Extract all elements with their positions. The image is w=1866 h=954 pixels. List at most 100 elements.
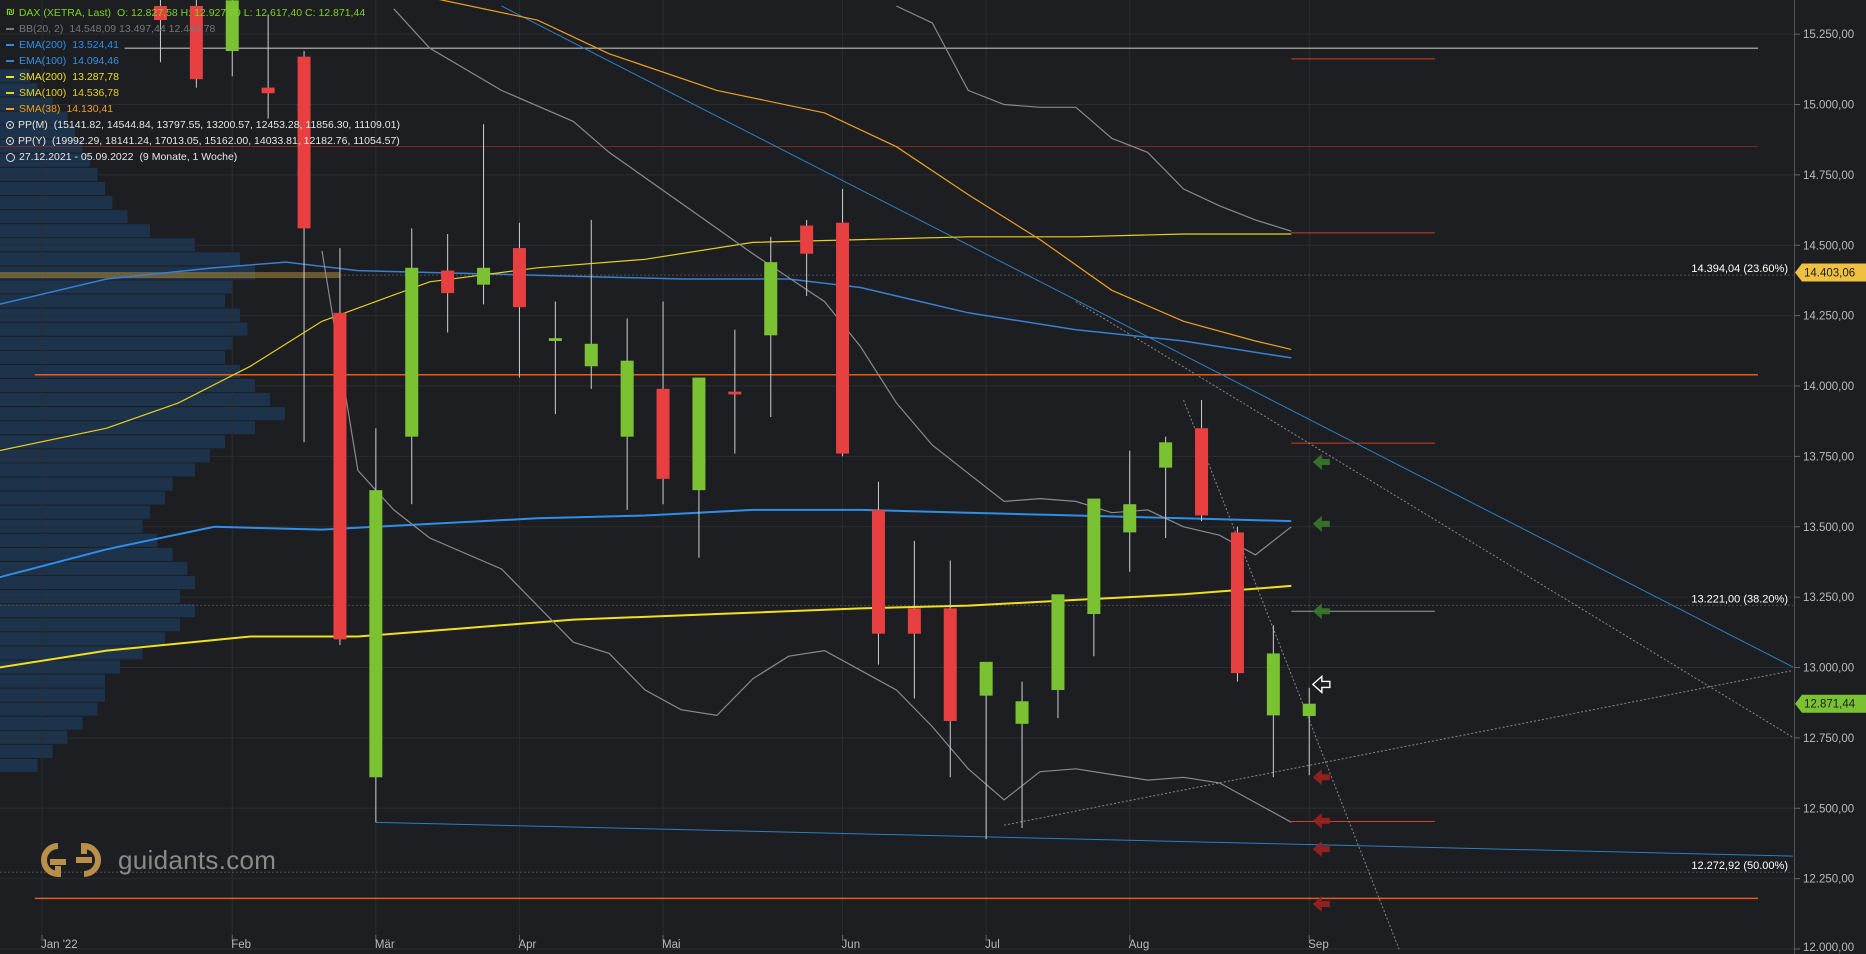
y-tick-label: 15.000,00 [1803, 100, 1854, 112]
legend-row-dax[interactable]: ₪ DAX (XETRA, Last) O: 12.827,58 H: 12.9… [6, 5, 400, 21]
legend-row-sma38[interactable]: SMA(38) 14.130,41 [6, 101, 400, 117]
legend-values: 14.536,78 [72, 87, 119, 99]
guidants-logo[interactable]: guidants.com [36, 840, 276, 880]
trendline [1004, 670, 1794, 826]
candle-body [261, 87, 275, 94]
legend-row-ema100[interactable]: EMA(100) 14.094,46 [6, 53, 400, 69]
candle-body [405, 267, 419, 437]
candle-body [1051, 594, 1065, 691]
volume-bar [0, 153, 90, 167]
legend-row-ppy[interactable]: PP(Y) (19992.29, 18141.24, 17013.05, 151… [6, 133, 400, 149]
legend-name: EMA(200) [19, 39, 67, 51]
legend-name: EMA(100) [19, 55, 67, 67]
volume-bar [0, 674, 105, 688]
legend-row-sma100[interactable]: SMA(100) 14.536,78 [6, 85, 400, 101]
legend-row-ema200[interactable]: EMA(200) 13.524,41 [6, 37, 400, 53]
pivot-levels [0, 47, 1793, 900]
fib-level-label: 12.272,92 (50.00%) [1691, 860, 1788, 872]
price-axis[interactable]: 12.000,00 12.250,00 12.500,00 12.750,00 13.0… [1794, 0, 1866, 954]
volume-bar [0, 224, 150, 238]
signal-arrow-icon[interactable] [1311, 674, 1331, 694]
signal-arrow-icon[interactable] [1312, 603, 1330, 620]
legend-values: 14.548,09 13.497,44 12.446,78 [69, 23, 216, 35]
candle-body [189, 5, 203, 80]
candle-body [1015, 701, 1029, 724]
x-tick-label: Aug [1129, 939, 1149, 951]
candle-body [512, 248, 526, 308]
x-tick-label: Sep [1308, 939, 1328, 951]
legend-name: SMA(100) [19, 87, 67, 99]
volume-bar [0, 280, 233, 294]
trendline [375, 821, 1794, 857]
signal-arrow-icon[interactable] [1312, 812, 1330, 829]
guidants-logo-icon [41, 842, 101, 878]
legend-row-ppm[interactable]: PP(M) (15141.82, 14544.84, 13797.55, 132… [6, 117, 400, 133]
candle-body [369, 490, 383, 778]
candle-body [548, 338, 562, 341]
volume-bar [0, 533, 158, 547]
y-tick-label: 13.250,00 [1803, 592, 1854, 604]
legend-row-range[interactable]: 27.12.2021 - 05.09.2022 (9 Monate, 1 Woc… [6, 149, 400, 165]
legend-name: BB(20, 2) [19, 23, 64, 35]
indicator-line [393, 8, 1292, 556]
volume-bar [0, 702, 98, 716]
legend-values: 13.524,41 [72, 39, 119, 51]
candle-body [1230, 532, 1244, 674]
candle-body [333, 312, 347, 640]
y-tick-label: 12.500,00 [1803, 803, 1854, 815]
signal-arrow-icon[interactable] [1312, 769, 1330, 786]
series-swatch [6, 28, 14, 30]
price-tag-label: 14.403,06 [1804, 268, 1855, 280]
y-tick-label: 14.500,00 [1803, 240, 1854, 252]
candle-body [584, 343, 598, 367]
series-swatch [6, 44, 14, 46]
volume-bar [0, 210, 128, 224]
candle-body [871, 509, 885, 634]
legend-values: (9 Monate, 1 Woche) [139, 151, 238, 163]
price-tag-label: 12.871,44 [1804, 699, 1856, 711]
y-tick-label: 12.000,00 [1803, 942, 1854, 954]
candle-body [1087, 498, 1101, 615]
legend-row-bb[interactable]: BB(20, 2) 14.548,09 13.497,44 12.446,78 [6, 21, 400, 37]
volume-bar [0, 576, 195, 590]
indicator-line [0, 261, 1292, 359]
signal-arrow-icon[interactable] [1312, 515, 1330, 532]
signal-arrow-icon[interactable] [1312, 895, 1330, 912]
candle-body [1159, 442, 1173, 468]
candle-body [907, 608, 921, 634]
signal-arrows [1311, 454, 1331, 912]
candle-body [692, 377, 706, 491]
volume-bar [0, 632, 165, 646]
y-tick-label: 14.750,00 [1803, 170, 1854, 182]
legend-name: 27.12.2021 - 05.09.2022 [19, 151, 134, 163]
volume-bar [0, 393, 270, 407]
time-axis[interactable]: Jan '22 Feb Mär Apr Mai Jun Jul Aug Sep [41, 935, 1329, 951]
volume-bar [0, 477, 173, 491]
series-swatch [6, 92, 14, 94]
volume-bar [0, 716, 83, 730]
chart-legend: ₪ DAX (XETRA, Last) O: 12.827,58 H: 12.9… [6, 5, 400, 165]
fibonacci-labels: 14.394,04 (23.60%) 13.221,00 (38.20%) 12.2… [1691, 263, 1788, 872]
legend-values: (19992.29, 18141.24, 17013.05, 15162.00,… [52, 135, 400, 147]
volume-bar [0, 364, 240, 378]
candle-body [1302, 703, 1316, 717]
candle-body [441, 270, 455, 294]
legend-name: DAX (XETRA, Last) [18, 7, 112, 19]
signal-arrow-icon[interactable] [1312, 841, 1330, 858]
candle-body [620, 360, 634, 437]
candle-body [153, 5, 167, 21]
signal-arrow-icon[interactable] [1312, 454, 1330, 471]
indicator-line [321, 250, 1292, 823]
candle-body [764, 262, 778, 336]
x-tick-label: Jan '22 [41, 939, 78, 951]
candle-body [225, 0, 239, 52]
x-tick-label: Jul [985, 939, 1000, 951]
x-tick-label: Jun [842, 939, 861, 951]
y-tick-label: 12.750,00 [1803, 733, 1854, 745]
candle-body [800, 225, 814, 254]
volume-bar [0, 618, 180, 632]
legend-row-sma200[interactable]: SMA(200) 13.287,78 [6, 69, 400, 85]
y-tick-label: 13.750,00 [1803, 451, 1854, 463]
